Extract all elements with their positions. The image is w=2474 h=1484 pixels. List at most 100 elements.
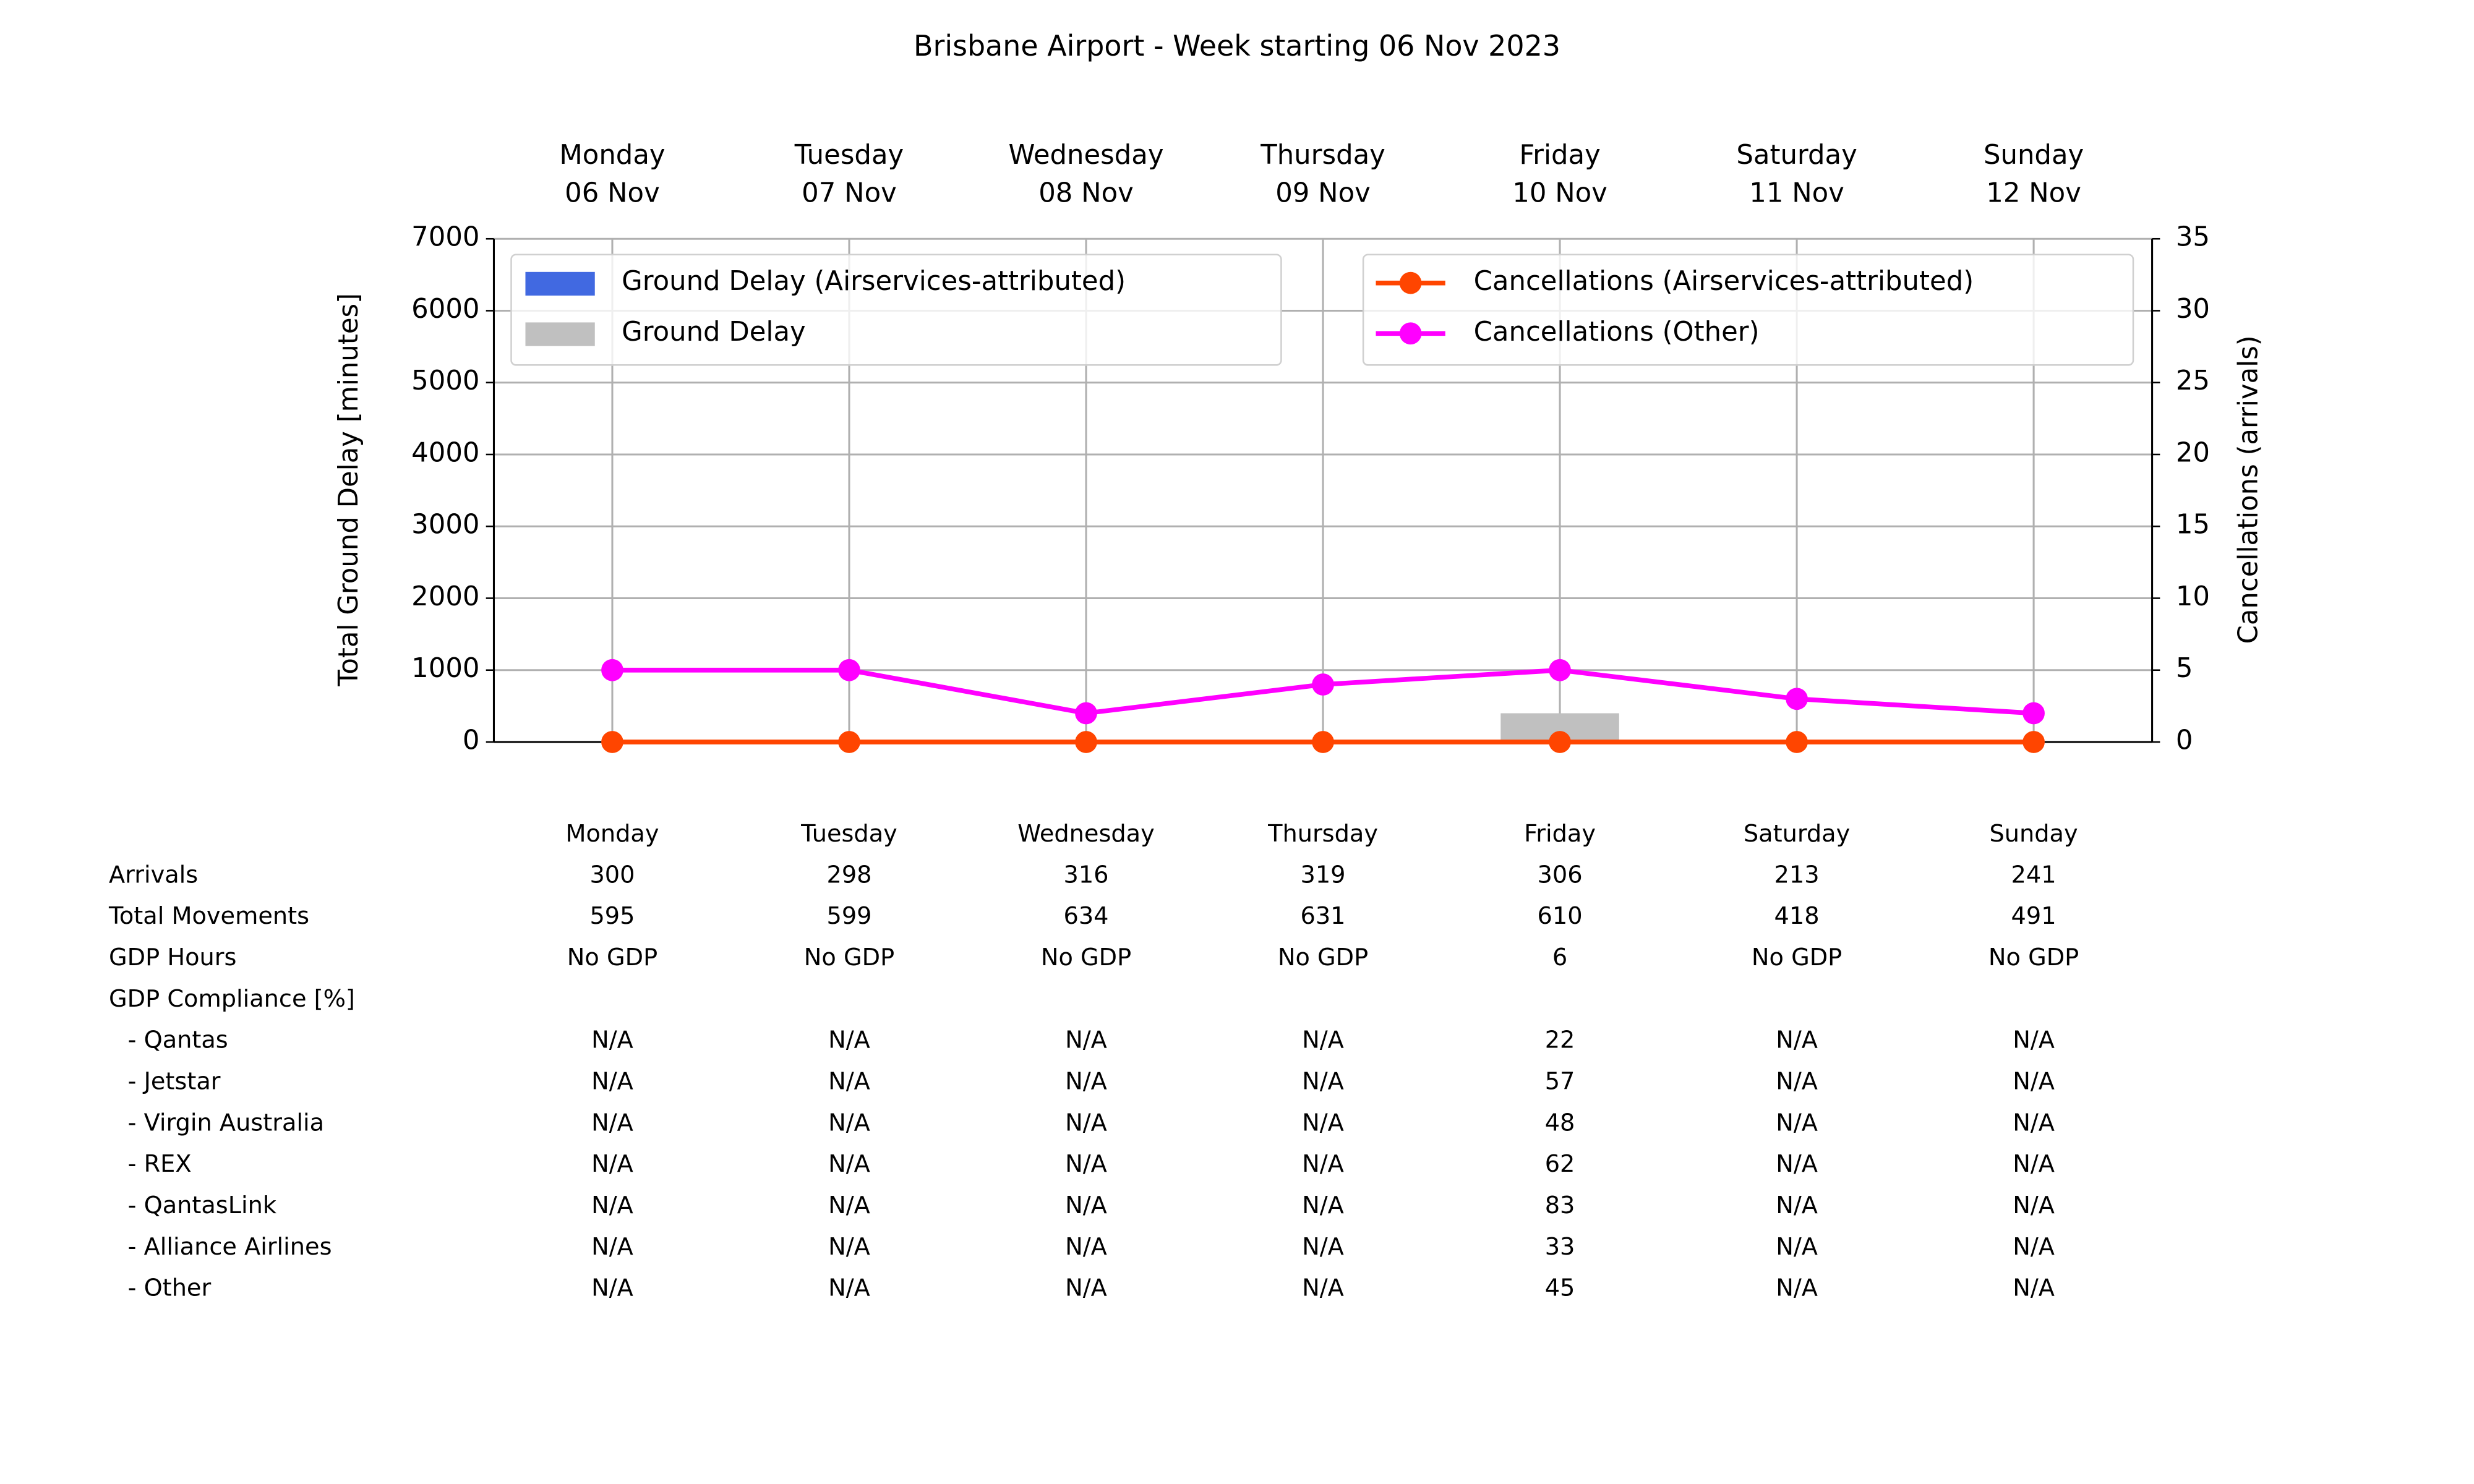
legend-swatch <box>525 322 595 346</box>
table-cell: 57 <box>1545 1068 1575 1096</box>
legend-label: Ground Delay (Airservices-attributed) <box>622 266 1126 297</box>
legend-box <box>510 254 1282 366</box>
y-tick-label: 2000 <box>411 581 479 612</box>
table-cell: N/A <box>2013 1109 2055 1136</box>
table-header: Monday <box>565 820 659 848</box>
legend-label: Ground Delay <box>622 317 806 348</box>
table-cell: N/A <box>1065 1109 1107 1136</box>
table-cell: N/A <box>828 1068 870 1096</box>
table-row-label: Arrivals <box>109 861 198 889</box>
table-cell: 634 <box>1064 902 1109 930</box>
x-top-label: Monday <box>559 140 665 171</box>
y-axis-label: Total Ground Delay [minutes] <box>333 293 364 687</box>
x-top-label: Wednesday <box>1008 140 1163 171</box>
x-top-label: Sunday <box>1984 140 2084 171</box>
legend-marker <box>1399 271 1422 294</box>
table-cell: N/A <box>2013 1192 2055 1219</box>
table-cell: N/A <box>1302 1026 1344 1054</box>
marker <box>1549 659 1571 681</box>
marker <box>601 731 623 753</box>
table-row-label: Total Movements <box>108 902 309 930</box>
marker <box>2022 702 2045 725</box>
table-cell: N/A <box>828 1026 870 1054</box>
table-cell: N/A <box>591 1192 633 1219</box>
marker <box>838 731 860 753</box>
x-top-label: Tuesday <box>794 140 904 171</box>
marker <box>1786 688 1808 710</box>
table-cell: N/A <box>591 1026 633 1054</box>
y-tick-label: 7000 <box>411 222 479 253</box>
marker <box>1075 702 1097 725</box>
marker <box>1549 731 1571 753</box>
table-cell: N/A <box>828 1109 870 1136</box>
table-cell: N/A <box>1065 1192 1107 1219</box>
x-top-date: 11 Nov <box>1749 177 1844 208</box>
table-row-label: - QantasLink <box>128 1192 277 1219</box>
table-cell: N/A <box>591 1109 633 1136</box>
y2-axis-label: Cancellations (arrivals) <box>2233 335 2264 644</box>
y2-tick-label: 20 <box>2176 437 2210 468</box>
table-cell: 610 <box>1538 902 1583 930</box>
marker <box>1786 731 1808 753</box>
table-cell: N/A <box>828 1233 870 1261</box>
x-top-date: 09 Nov <box>1275 177 1371 208</box>
table-cell: N/A <box>1302 1109 1344 1136</box>
table-cell: N/A <box>1065 1150 1107 1178</box>
table-cell: N/A <box>1776 1109 1818 1136</box>
x-top-date: 12 Nov <box>1986 177 2081 208</box>
table-cell: N/A <box>1302 1233 1344 1261</box>
marker <box>601 659 623 681</box>
table-cell: N/A <box>591 1068 633 1096</box>
table-cell: N/A <box>591 1150 633 1178</box>
y2-tick-label: 5 <box>2176 653 2193 684</box>
table-row-label: - Other <box>128 1274 212 1302</box>
marker <box>838 659 860 681</box>
table-cell: No GDP <box>1752 944 1842 971</box>
table-cell: No GDP <box>567 944 657 971</box>
table-cell: N/A <box>1776 1068 1818 1096</box>
y-tick-label: 3000 <box>411 510 479 540</box>
legend-marker <box>1399 322 1422 345</box>
x-top-label: Saturday <box>1736 140 1857 171</box>
table-cell: N/A <box>2013 1068 2055 1096</box>
table-cell: N/A <box>591 1274 633 1302</box>
table-cell: N/A <box>1065 1274 1107 1302</box>
table-row-label: GDP Hours <box>109 944 236 971</box>
table-row-label: - REX <box>128 1150 192 1178</box>
x-top-date: 10 Nov <box>1512 177 1607 208</box>
table-header: Saturday <box>1744 820 1850 848</box>
table-header: Sunday <box>1990 820 2078 848</box>
table-cell: 418 <box>1774 902 1820 930</box>
marker <box>1312 673 1334 696</box>
table-cell: 316 <box>1064 861 1109 889</box>
table-row-label: - Alliance Airlines <box>128 1233 332 1261</box>
table-cell: N/A <box>1302 1192 1344 1219</box>
table-row-label: - Jetstar <box>128 1068 221 1096</box>
legend-box <box>1362 254 2134 366</box>
y-tick-label: 1000 <box>411 653 479 684</box>
table-cell: N/A <box>2013 1026 2055 1054</box>
table-cell: 491 <box>2011 902 2057 930</box>
table-cell: N/A <box>2013 1274 2055 1302</box>
x-top-label: Friday <box>1519 140 1600 171</box>
y2-tick-label: 25 <box>2176 365 2210 396</box>
table-cell: No GDP <box>1278 944 1368 971</box>
table-cell: 33 <box>1545 1233 1575 1261</box>
x-top-label: Thursday <box>1260 140 1385 171</box>
table-cell: 306 <box>1538 861 1583 889</box>
y-tick-label: 4000 <box>411 437 479 468</box>
marker <box>1075 731 1097 753</box>
table-header: Friday <box>1524 820 1596 848</box>
table-cell: N/A <box>1065 1068 1107 1096</box>
table-cell: 599 <box>826 902 871 930</box>
y2-tick-label: 15 <box>2176 510 2210 540</box>
table-header: Thursday <box>1267 820 1378 848</box>
table-row-label: GDP Compliance [%] <box>109 985 355 1013</box>
table-row-label: - Qantas <box>128 1026 228 1054</box>
table-cell: 83 <box>1545 1192 1575 1219</box>
table-cell: N/A <box>591 1233 633 1261</box>
table-cell: N/A <box>828 1274 870 1302</box>
table-cell: No GDP <box>804 944 894 971</box>
table-cell: 631 <box>1301 902 1346 930</box>
